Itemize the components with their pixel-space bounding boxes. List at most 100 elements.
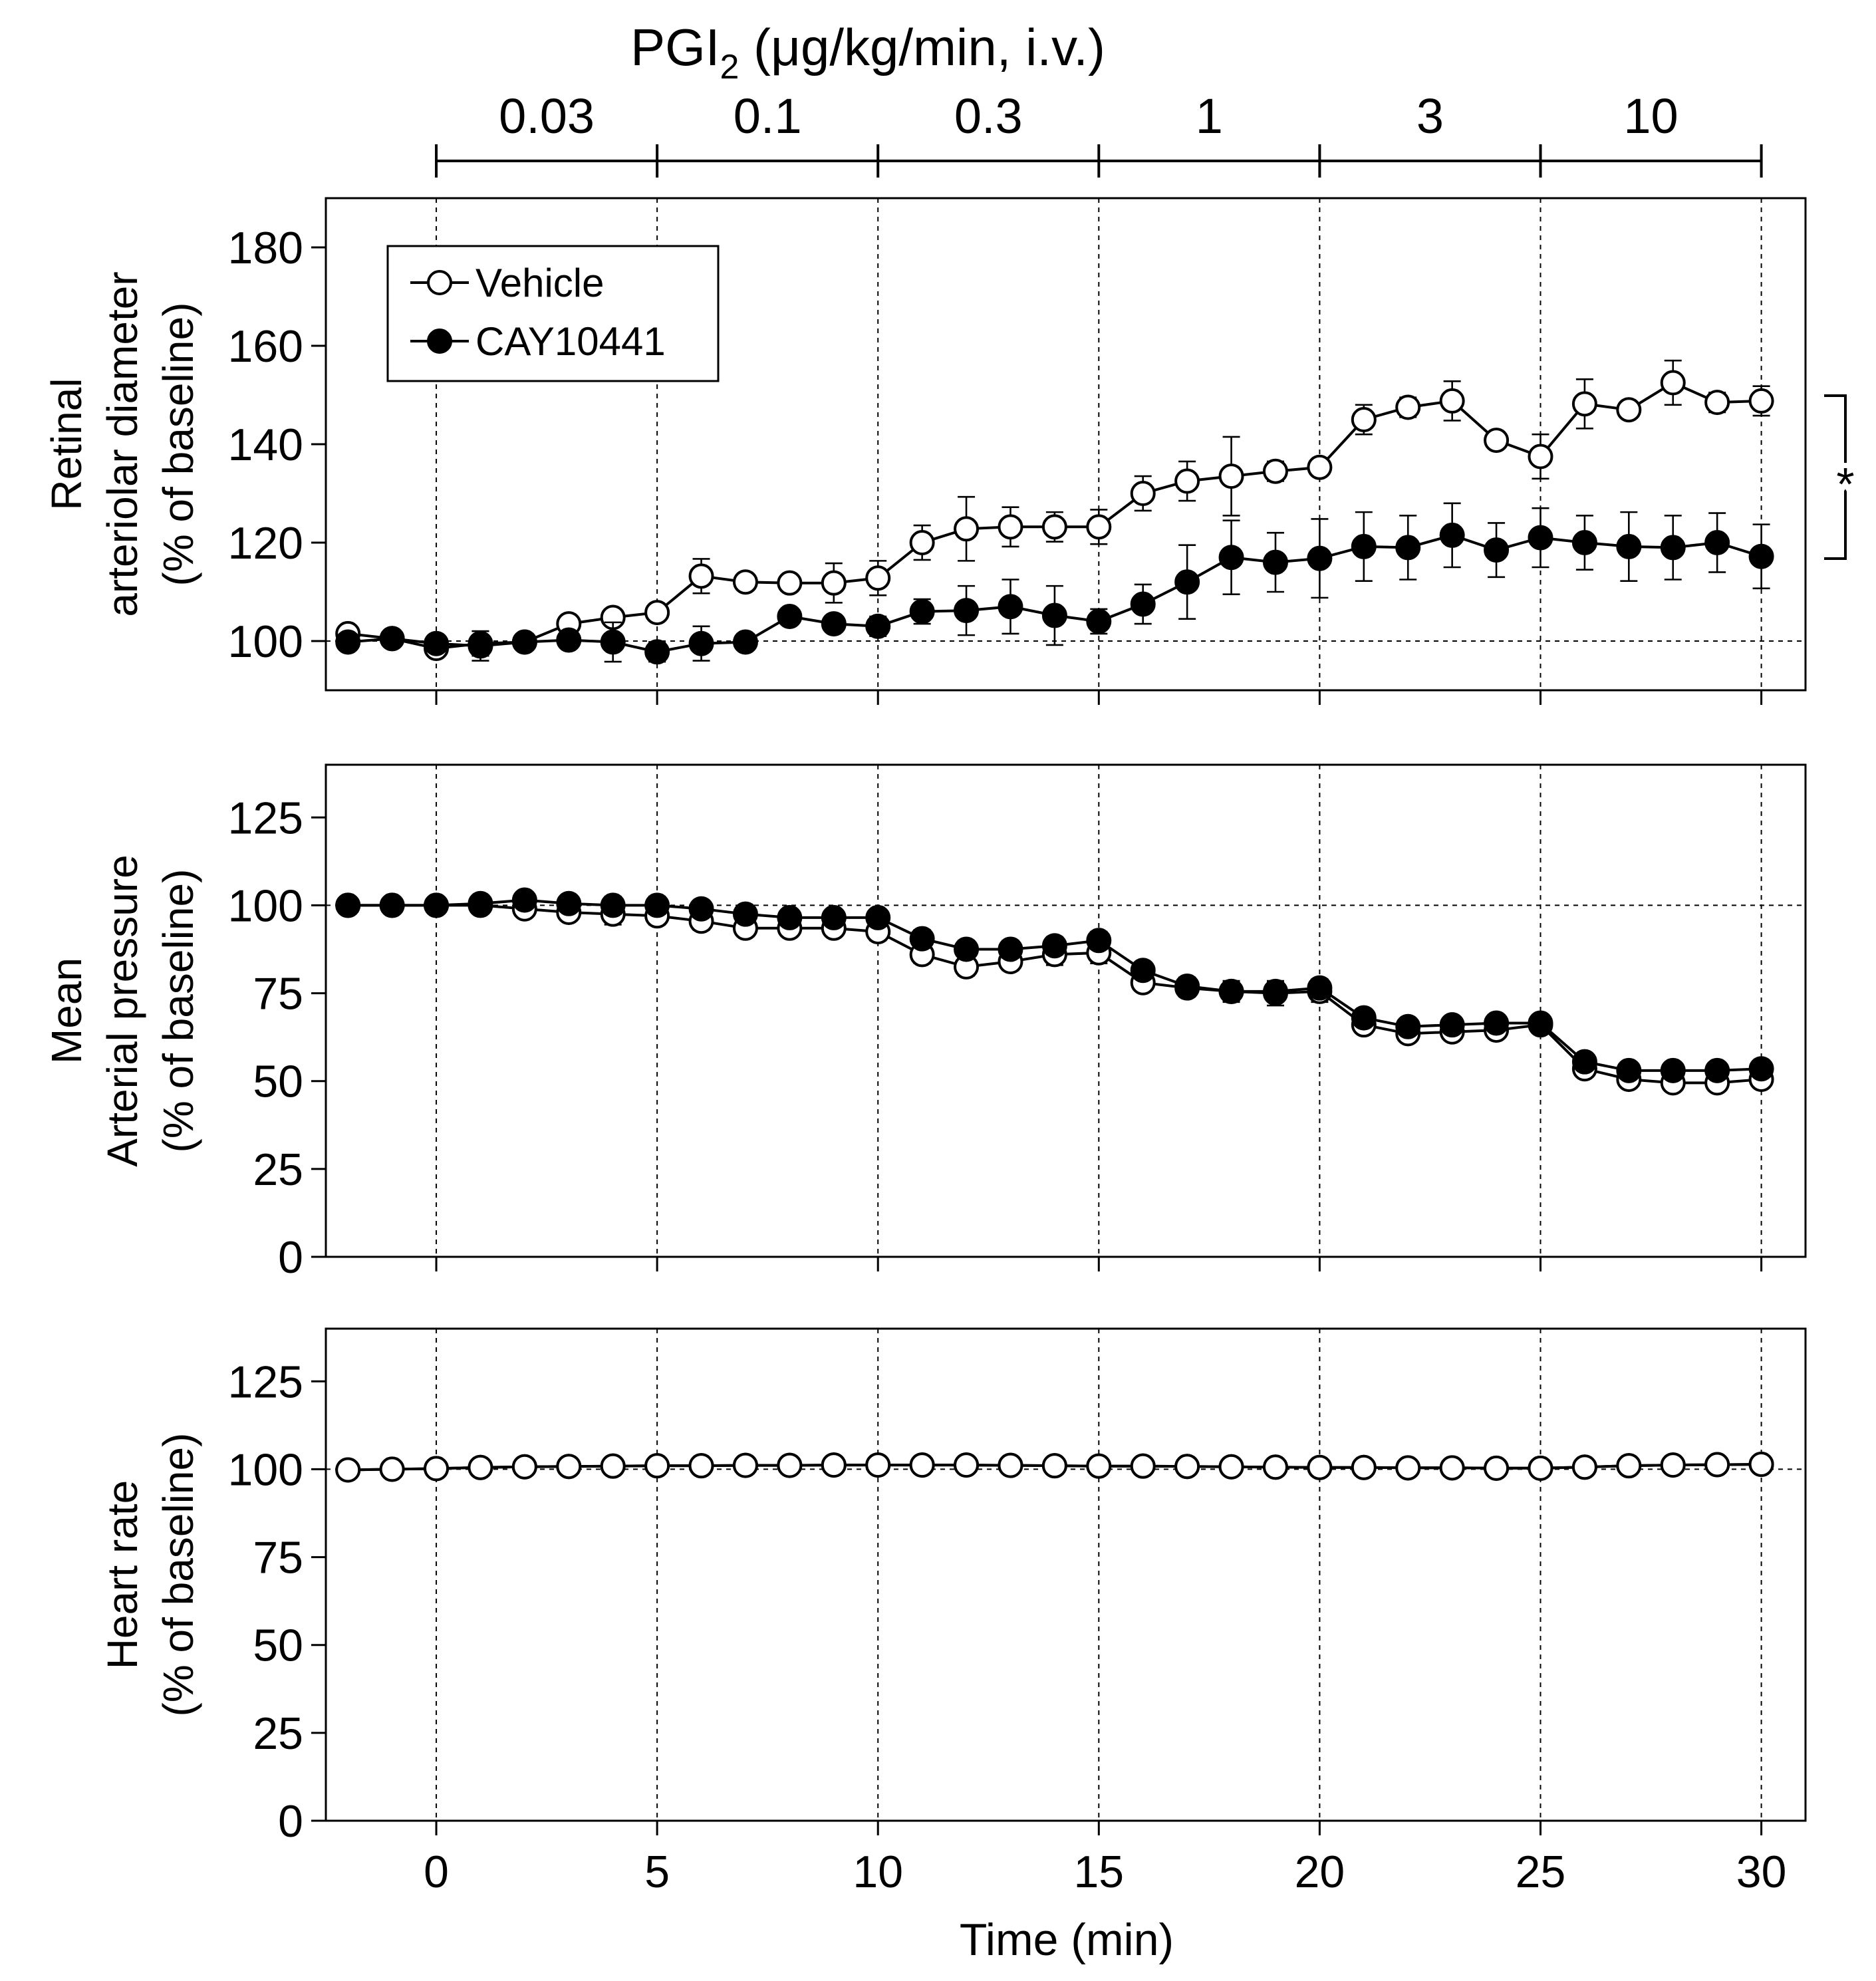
data-point-31 [1704, 390, 1730, 416]
data-point-0 [335, 1457, 361, 1483]
data-point-9 [732, 629, 758, 655]
data-point-0 [335, 892, 361, 918]
data-point-32 [1748, 1056, 1774, 1082]
title-subscript: 2 [720, 48, 739, 86]
legend-frame [386, 245, 720, 382]
data-point-25 [1439, 388, 1465, 414]
data-point-22 [1307, 1454, 1333, 1480]
title-main: PGI [630, 18, 720, 76]
data-point-14 [954, 1452, 980, 1478]
data-point-8 [688, 896, 714, 922]
data-point-15 [998, 1452, 1023, 1478]
panel-0-series-cay10441 [335, 502, 1774, 665]
legend-label-vehicle: Vehicle [475, 261, 604, 305]
data-point-28 [1571, 1049, 1597, 1075]
x-axis-title: Time (min) [960, 1915, 1174, 1965]
data-point-0 [335, 629, 361, 655]
dose-label-3: 1 [1196, 88, 1223, 144]
data-point-1 [379, 626, 405, 652]
panel-1-ylabel-line-0: Mean [43, 958, 90, 1064]
data-point-16 [1041, 514, 1067, 540]
data-point-18 [1130, 958, 1156, 984]
dose-label-5: 10 [1623, 88, 1678, 144]
panel-2-ytick-label-2: 50 [253, 1621, 303, 1671]
data-point-21 [1262, 549, 1288, 575]
data-point-4 [511, 629, 537, 655]
significance-bracket-line [1824, 394, 1847, 560]
data-point-19 [1174, 974, 1200, 999]
dose-label-4: 3 [1416, 88, 1444, 144]
data-point-10 [777, 1452, 803, 1478]
panel-1-ylabel-line-2: (% of baseline) [154, 869, 202, 1153]
data-point-1 [379, 1456, 405, 1482]
data-point-20 [1218, 463, 1244, 489]
x-tick-label-5: 25 [1516, 1847, 1566, 1897]
data-point-6 [600, 1453, 626, 1479]
data-point-11 [821, 904, 847, 930]
panel-0: 100 120 140 160 180 Retinal arteriolar diamete… [43, 197, 1807, 705]
panel-0-ytick-label-1: 120 [228, 518, 303, 569]
panel-2-ytick-label-4: 100 [228, 1444, 303, 1495]
data-point-23 [1351, 407, 1377, 432]
data-point-25 [1439, 522, 1465, 548]
data-point-3 [468, 890, 493, 916]
legend-marker-cay10441 [427, 329, 452, 354]
data-point-26 [1484, 1010, 1510, 1036]
data-point-18 [1130, 1453, 1156, 1479]
significance-marker: * [1836, 458, 1854, 510]
data-point-15 [998, 594, 1023, 620]
data-point-8 [688, 563, 714, 589]
data-point-26 [1484, 1455, 1510, 1481]
data-point-24 [1395, 1013, 1421, 1039]
title-suffix: (μg/kg/min, i.v.) [739, 18, 1105, 76]
data-point-13 [909, 1452, 935, 1478]
panel-1-ytick-label-1: 25 [253, 1144, 303, 1195]
data-point-6 [600, 892, 626, 918]
x-tick-label-1: 5 [644, 1847, 670, 1897]
data-point-24 [1395, 535, 1421, 561]
panel-2-ytick-label-3: 75 [253, 1533, 303, 1583]
data-point-32 [1748, 543, 1774, 569]
data-point-12 [865, 613, 891, 639]
data-point-27 [1528, 1455, 1553, 1481]
data-point-12 [865, 1452, 891, 1478]
data-point-13 [909, 926, 935, 952]
data-point-9 [732, 569, 758, 595]
data-point-27 [1528, 1010, 1553, 1036]
x-tick-label-4: 20 [1295, 1847, 1345, 1897]
data-point-12 [865, 565, 891, 591]
data-point-27 [1528, 444, 1553, 469]
panel-0-ytick-label-0: 100 [228, 616, 303, 667]
panel-2-ylabel-line-1: (% of baseline) [154, 1433, 202, 1717]
data-point-16 [1041, 933, 1067, 959]
panel-1-series-cay10441 [335, 887, 1774, 1083]
data-point-30 [1660, 1057, 1686, 1083]
panel-1-ytick-label-3: 75 [253, 969, 303, 1019]
data-point-2 [424, 630, 450, 656]
data-point-28 [1571, 1454, 1597, 1480]
legend-label-cay10441: CAY10441 [475, 319, 666, 364]
x-tick-label-0: 0 [424, 1847, 449, 1897]
panel-1-ytick-label-0: 0 [278, 1232, 303, 1283]
data-point-23 [1351, 1454, 1377, 1480]
data-point-15 [998, 936, 1023, 962]
panel-1-ytick-label-4: 100 [228, 880, 303, 931]
data-point-24 [1395, 1455, 1421, 1481]
data-point-30 [1660, 1452, 1686, 1478]
data-point-22 [1307, 975, 1333, 1001]
panel-0-ylabel-line-1: arteriolar diameter [98, 271, 146, 616]
data-point-27 [1528, 525, 1553, 551]
data-point-11 [821, 611, 847, 637]
data-point-30 [1660, 370, 1686, 396]
data-point-22 [1307, 545, 1333, 571]
data-point-14 [954, 516, 980, 542]
data-point-19 [1174, 1454, 1200, 1480]
panel-0-ytick-label-4: 180 [228, 223, 303, 273]
data-point-32 [1748, 388, 1774, 414]
data-point-31 [1704, 1452, 1730, 1478]
panel-2: 0 25 50 75 100 125 0 5 10 15 20 25 30 Heart rate (% of… [98, 1327, 1807, 1897]
data-point-31 [1704, 530, 1730, 555]
data-point-29 [1616, 533, 1642, 559]
panel-2-series-vehicle [335, 1452, 1774, 1483]
